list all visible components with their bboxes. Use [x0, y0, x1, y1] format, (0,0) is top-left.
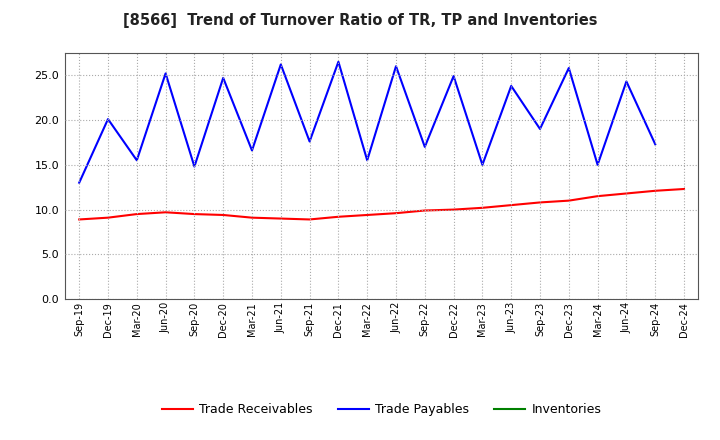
- Trade Receivables: [132, 212, 141, 217]
- Trade Receivables: [564, 198, 573, 203]
- Trade Receivables: [507, 202, 516, 208]
- Trade Receivables: [593, 194, 602, 199]
- Trade Payables: [190, 164, 199, 169]
- Trade Payables: [593, 162, 602, 168]
- Trade Payables: [449, 73, 458, 79]
- Trade Payables: [161, 71, 170, 76]
- Trade Receivables: [334, 214, 343, 220]
- Trade Receivables: [622, 191, 631, 196]
- Trade Payables: [651, 142, 660, 147]
- Trade Payables: [75, 180, 84, 185]
- Trade Payables: [420, 144, 429, 150]
- Text: [8566]  Trend of Turnover Ratio of TR, TP and Inventories: [8566] Trend of Turnover Ratio of TR, TP…: [122, 13, 598, 28]
- Trade Payables: [334, 59, 343, 64]
- Trade Receivables: [75, 217, 84, 222]
- Trade Payables: [305, 139, 314, 144]
- Trade Receivables: [276, 216, 285, 221]
- Trade Receivables: [104, 215, 112, 220]
- Trade Receivables: [305, 217, 314, 222]
- Trade Payables: [363, 158, 372, 163]
- Trade Payables: [536, 126, 544, 132]
- Trade Payables: [478, 162, 487, 168]
- Trade Receivables: [536, 200, 544, 205]
- Trade Payables: [104, 117, 112, 122]
- Trade Receivables: [680, 187, 688, 192]
- Trade Receivables: [392, 211, 400, 216]
- Trade Receivables: [478, 205, 487, 210]
- Trade Payables: [564, 66, 573, 71]
- Trade Payables: [392, 64, 400, 69]
- Trade Receivables: [161, 209, 170, 215]
- Trade Receivables: [248, 215, 256, 220]
- Trade Payables: [622, 79, 631, 84]
- Trade Receivables: [363, 213, 372, 218]
- Trade Payables: [132, 158, 141, 163]
- Trade Receivables: [420, 208, 429, 213]
- Trade Receivables: [219, 213, 228, 218]
- Trade Receivables: [190, 212, 199, 217]
- Trade Payables: [248, 148, 256, 153]
- Trade Receivables: [651, 188, 660, 194]
- Trade Payables: [219, 75, 228, 81]
- Line: Trade Payables: Trade Payables: [79, 62, 655, 183]
- Legend: Trade Receivables, Trade Payables, Inventories: Trade Receivables, Trade Payables, Inven…: [157, 398, 606, 421]
- Trade Receivables: [449, 207, 458, 212]
- Trade Payables: [276, 62, 285, 67]
- Line: Trade Receivables: Trade Receivables: [79, 189, 684, 220]
- Trade Payables: [507, 83, 516, 88]
